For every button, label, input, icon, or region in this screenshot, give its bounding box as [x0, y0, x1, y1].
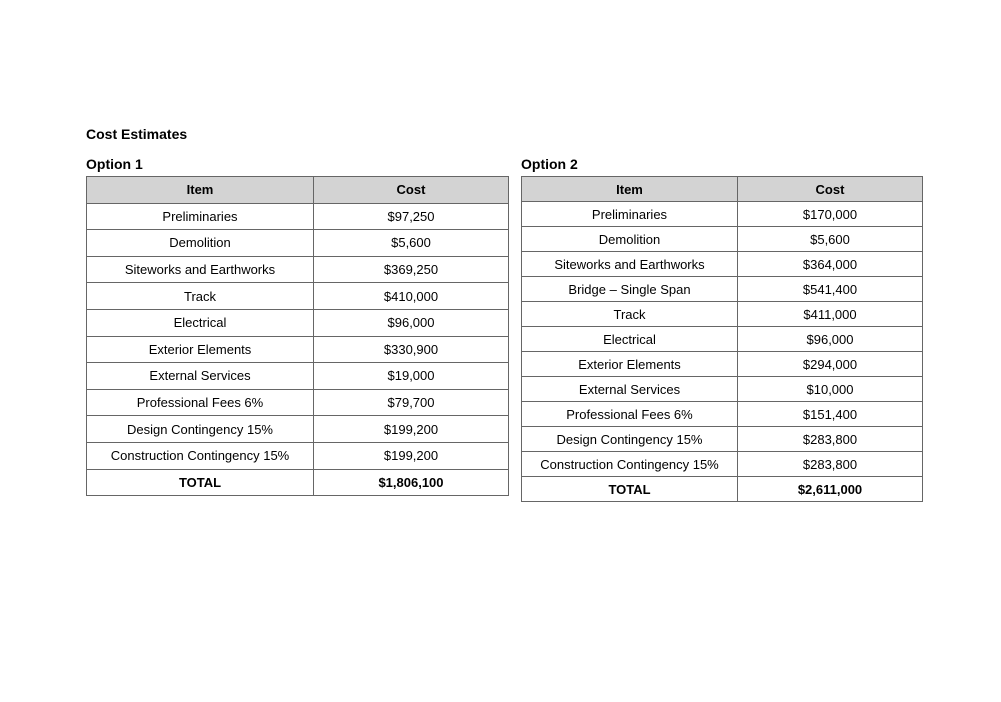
cost-cell: $151,400 [737, 401, 923, 427]
column-header-cost: Cost [313, 176, 509, 204]
total-value: $1,806,100 [313, 468, 509, 497]
table-row: Preliminaries $170,000 [521, 201, 923, 227]
table-row: Preliminaries $97,250 [86, 202, 509, 231]
cost-cell: $170,000 [737, 201, 923, 227]
table-row: Exterior Elements $330,900 [86, 335, 509, 364]
cost-cell: $5,600 [313, 229, 509, 257]
table-header-row: Item Cost [86, 176, 509, 204]
cost-cell: $364,000 [737, 251, 923, 277]
item-cell: Professional Fees 6% [521, 401, 738, 427]
cost-cell: $283,800 [737, 451, 923, 477]
table-body: Preliminaries $97,250 Demolition $5,600 Site… [86, 202, 509, 470]
column-header-item: Item [86, 176, 314, 204]
item-cell: Track [521, 301, 738, 327]
table-row: Electrical $96,000 [86, 308, 509, 337]
option-2-heading: Option 2 [521, 156, 578, 172]
item-cell: Bridge – Single Span [521, 276, 738, 302]
table-row: Demolition $5,600 [521, 226, 923, 252]
cost-cell: $97,250 [313, 202, 509, 231]
total-row: TOTAL $2,611,000 [521, 476, 923, 502]
option-1-table: Item Cost Preliminaries $97,250 Demolition… [86, 176, 509, 497]
table-row: Professional Fees 6% $79,700 [86, 388, 509, 417]
table-body: Preliminaries $170,000 Demolition $5,600 Sit… [521, 201, 923, 477]
table-row: Electrical $96,000 [521, 326, 923, 352]
item-cell: Electrical [521, 326, 738, 352]
cost-cell: $411,000 [737, 301, 923, 327]
table-row: Demolition $5,600 [86, 229, 509, 257]
item-cell: Demolition [86, 229, 314, 257]
cost-cell: $283,800 [737, 426, 923, 452]
item-cell: Exterior Elements [521, 351, 738, 377]
total-label: TOTAL [521, 476, 738, 502]
table-row: Track $411,000 [521, 301, 923, 327]
item-cell: Preliminaries [521, 201, 738, 227]
table-row: External Services $10,000 [521, 376, 923, 402]
item-cell: Construction Contingency 15% [521, 451, 738, 477]
total-row: TOTAL $1,806,100 [86, 468, 509, 497]
option-2-section: Option 2 Item Cost Preliminaries $170,000… [521, 156, 923, 502]
total-value: $2,611,000 [737, 476, 923, 502]
item-cell: Preliminaries [86, 202, 314, 231]
cost-cell: $5,600 [737, 226, 923, 252]
column-header-item: Item [521, 176, 738, 202]
table-row: Design Contingency 15% $283,800 [521, 426, 923, 452]
item-cell: Demolition [521, 226, 738, 252]
item-cell: Design Contingency 15% [521, 426, 738, 452]
option-1-section: Option 1 Item Cost Preliminaries $97,250 D… [86, 156, 509, 497]
table-row: Design Contingency 15% $199,200 [86, 415, 509, 443]
item-cell: Electrical [86, 308, 314, 337]
cost-cell: $199,200 [313, 441, 509, 470]
cost-cell: $294,000 [737, 351, 923, 377]
cost-cell: $541,400 [737, 276, 923, 302]
table-row: Professional Fees 6% $151,400 [521, 401, 923, 427]
cost-cell: $330,900 [313, 335, 509, 364]
item-cell: Siteworks and Earthworks [521, 251, 738, 277]
item-cell: Design Contingency 15% [86, 415, 314, 443]
table-row: External Services $19,000 [86, 362, 509, 390]
item-cell: Construction Contingency 15% [86, 441, 314, 470]
cost-cell: $199,200 [313, 415, 509, 443]
table-row: Construction Contingency 15% $283,800 [521, 451, 923, 477]
cost-cell: $96,000 [737, 326, 923, 352]
item-cell: Track [86, 282, 314, 310]
cost-cell: $79,700 [313, 388, 509, 417]
item-cell: External Services [86, 362, 314, 390]
table-row: Construction Contingency 15% $199,200 [86, 441, 509, 470]
table-row: Bridge – Single Span $541,400 [521, 276, 923, 302]
table-row: Exterior Elements $294,000 [521, 351, 923, 377]
item-cell: Siteworks and Earthworks [86, 255, 314, 284]
table-header-row: Item Cost [521, 176, 923, 202]
option-1-heading: Option 1 [86, 156, 143, 172]
item-cell: Exterior Elements [86, 335, 314, 364]
cost-cell: $410,000 [313, 282, 509, 310]
table-row: Siteworks and Earthworks $369,250 [86, 255, 509, 284]
cost-cell: $369,250 [313, 255, 509, 284]
page-title: Cost Estimates [86, 126, 188, 142]
cost-cell: $10,000 [737, 376, 923, 402]
item-cell: External Services [521, 376, 738, 402]
total-label: TOTAL [86, 468, 314, 497]
table-row: Track $410,000 [86, 282, 509, 310]
table-row: Siteworks and Earthworks $364,000 [521, 251, 923, 277]
option-2-table: Item Cost Preliminaries $170,000 Demolitio… [521, 176, 923, 502]
cost-cell: $19,000 [313, 362, 509, 390]
column-header-cost: Cost [737, 176, 923, 202]
item-cell: Professional Fees 6% [86, 388, 314, 417]
cost-cell: $96,000 [313, 308, 509, 337]
